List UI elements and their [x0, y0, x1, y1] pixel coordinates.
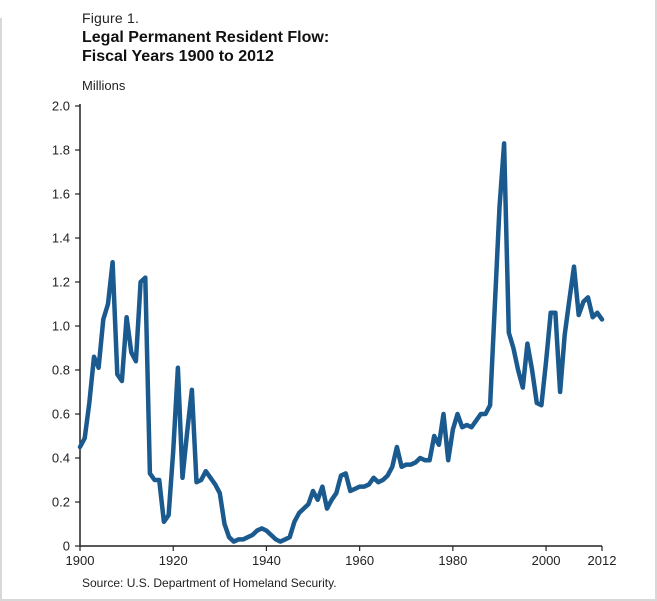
chart-axes — [79, 104, 602, 547]
x-axis-ticks: 1900 1920 1940 1960 1980 2000 2012 — [66, 546, 617, 568]
chart-title: Legal Permanent Resident Flow: Fiscal Ye… — [82, 28, 329, 66]
chart-series — [77, 141, 605, 544]
chart-title-line-1: Legal Permanent Resident Flow: — [82, 29, 330, 46]
y-tick-label: 0 — [63, 539, 70, 554]
y-axis-unit-label: Millions — [82, 78, 126, 93]
series-line — [77, 141, 605, 544]
left-rule — [0, 18, 2, 601]
y-tick-label: 1.2 — [52, 275, 70, 290]
chart-title-line-2: Fiscal Years 1900 to 2012 — [82, 48, 274, 65]
x-tick-label: 1960 — [345, 553, 374, 568]
source-note: Source: U.S. Department of Homeland Secu… — [82, 576, 337, 590]
x-tick-label: 1900 — [66, 553, 95, 568]
x-tick-label: 1980 — [438, 553, 467, 568]
y-tick-label: 0.6 — [52, 407, 70, 422]
y-tick-label: 0.2 — [52, 495, 70, 510]
x-tick-label: 1940 — [252, 553, 281, 568]
y-tick-label: 0.8 — [52, 363, 70, 378]
y-tick-label: 1.4 — [52, 231, 70, 246]
y-tick-label: 1.8 — [52, 143, 70, 158]
figure-label: Figure 1. — [82, 10, 140, 26]
y-tick-label: 1.6 — [52, 187, 70, 202]
x-tick-label: 2000 — [532, 553, 561, 568]
y-tick-label: 1.0 — [52, 319, 70, 334]
y-tick-label: 2.0 — [52, 99, 70, 114]
y-tick-label: 0.4 — [52, 451, 70, 466]
y-axis-ticks: 0 0.2 0.4 0.6 0.8 1.0 1.2 1.4 1.6 1.8 2.0 — [52, 99, 80, 554]
x-tick-label: 1920 — [159, 553, 188, 568]
x-tick-label: 2012 — [588, 553, 617, 568]
